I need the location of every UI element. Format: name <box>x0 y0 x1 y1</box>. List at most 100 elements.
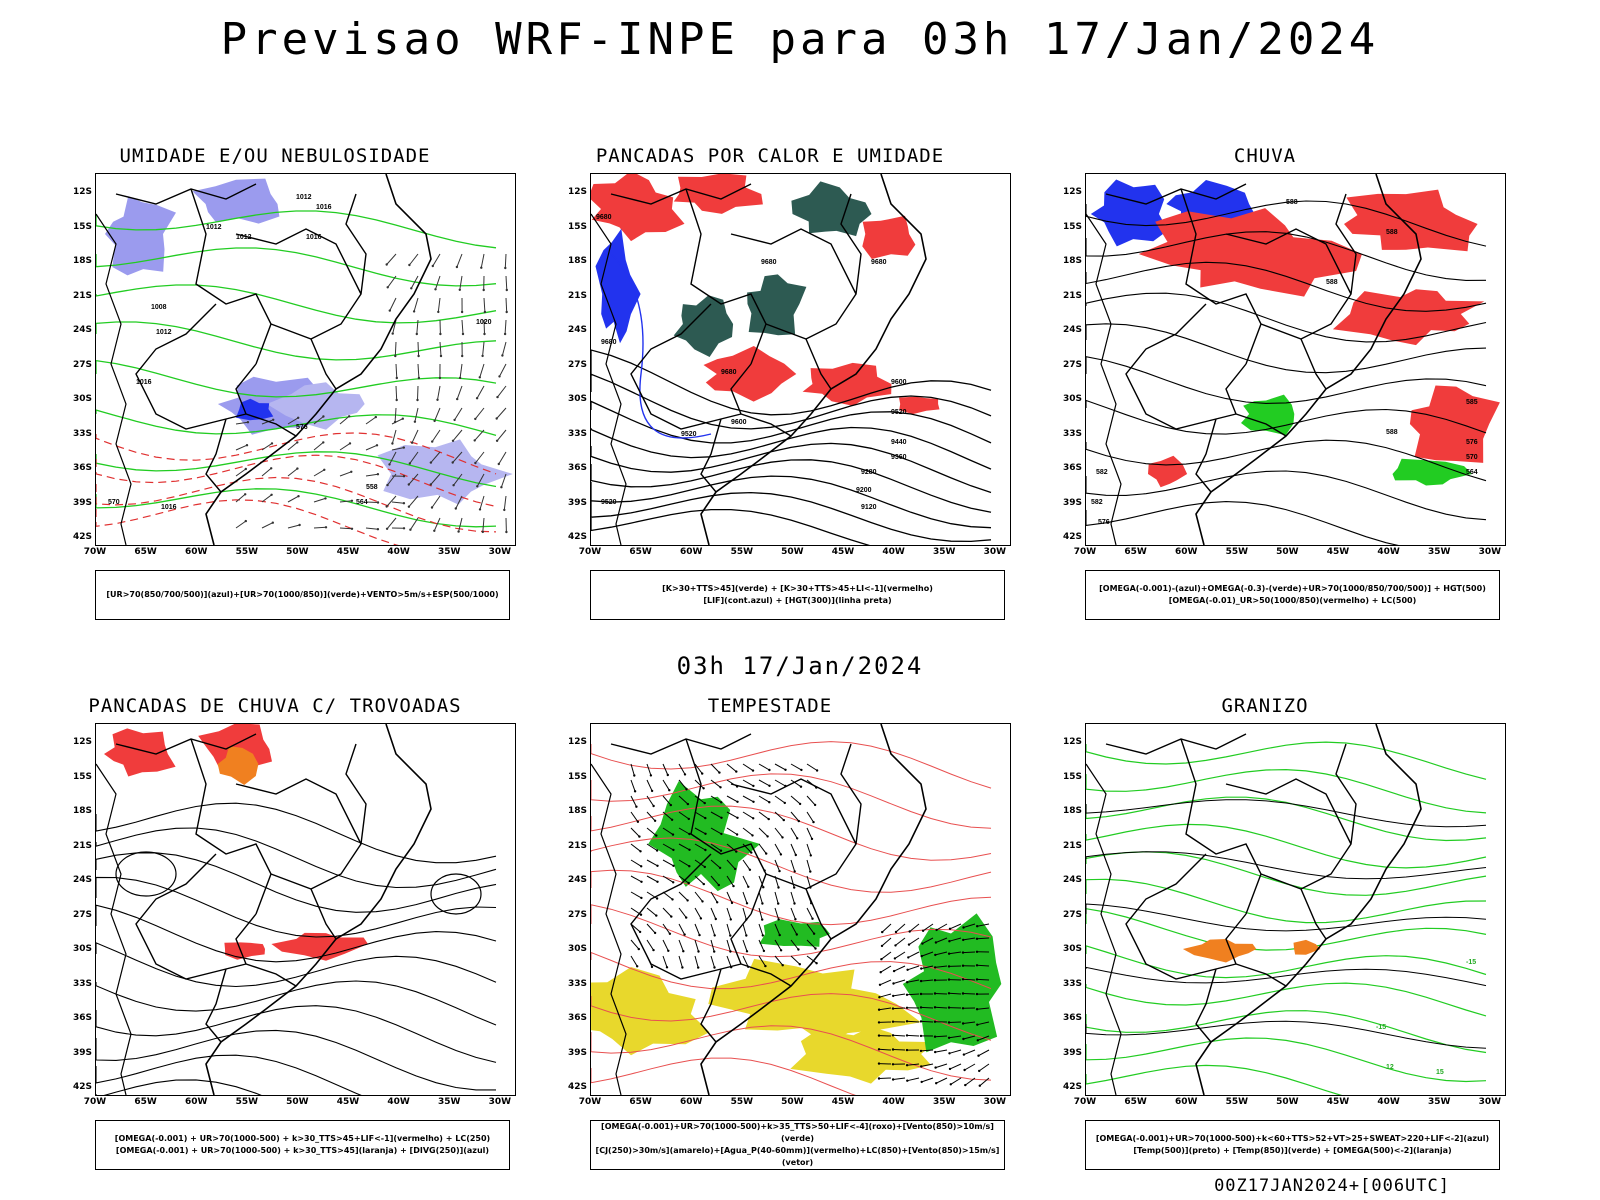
country-border <box>700 418 722 493</box>
lat-tick-label: 30S <box>567 944 587 954</box>
temp850-contour <box>1086 1010 1487 1054</box>
lon-tick-label: 50W <box>286 1097 309 1107</box>
wind-vector <box>806 939 816 949</box>
wind-vector <box>339 500 352 503</box>
wind-vector <box>694 907 702 919</box>
wind-vector <box>710 811 722 819</box>
wind-vector <box>392 319 397 334</box>
field-shade <box>266 382 365 430</box>
wind-vector-head <box>714 917 717 921</box>
wind-vector <box>893 993 906 997</box>
field-shade <box>105 196 176 276</box>
wind-vector-head <box>686 899 689 902</box>
wind-vector <box>726 939 731 952</box>
lon-tick-label: 70W <box>578 1097 602 1107</box>
wind-vector <box>439 341 442 357</box>
wind-vector-head <box>376 501 380 504</box>
wind-vector-head <box>702 882 705 886</box>
wind-vector-head <box>482 288 485 292</box>
wind-vector-head <box>729 918 732 921</box>
streamline <box>96 904 497 963</box>
wind-vector <box>287 524 300 529</box>
wind-vector-head <box>777 902 780 905</box>
wind-vector-head <box>765 852 768 855</box>
humidity-contour <box>96 409 497 437</box>
field-shade <box>1182 939 1257 963</box>
wind-vector <box>694 779 704 789</box>
wind-vector-head <box>672 848 675 852</box>
wind-vector-head <box>732 884 735 888</box>
wind-vector-head <box>719 849 723 852</box>
legend-line: [CJ(250)>30m/s](amarelo)+[Agua_P(40-60mm… <box>595 1146 1000 1167</box>
wind-vector-head <box>905 1064 909 1067</box>
contour-label: 9600 <box>891 379 907 386</box>
wind-vector <box>806 811 814 823</box>
wind-vector-head <box>933 992 937 995</box>
wind-vector-head <box>920 954 923 958</box>
wind-vector-head <box>961 1007 965 1010</box>
legend-line: [LIF](cont.azul) + [HGT(300)](linha pret… <box>703 596 892 605</box>
field-shade <box>377 439 513 505</box>
wind-vector-head <box>653 819 657 822</box>
wind-vector <box>433 517 441 532</box>
wind-vector-head <box>350 470 353 473</box>
lat-tick-label: 18S <box>72 256 92 266</box>
wind-vector <box>935 1049 948 1053</box>
wind-vector-head <box>374 415 377 419</box>
wind-vector <box>758 779 770 787</box>
wind-vector <box>758 923 764 936</box>
precipitable-water-contour <box>591 904 992 958</box>
wind-vector-head <box>394 354 397 358</box>
wind-vector-head <box>503 332 507 336</box>
wind-vector-head <box>402 527 406 530</box>
wind-vector-head <box>391 332 394 335</box>
wind-vector-head <box>793 902 796 905</box>
wind-vector <box>790 827 798 839</box>
wind-vector-head <box>934 1066 937 1069</box>
field-shade <box>790 1026 936 1084</box>
lat-tick-label: 15S <box>567 221 587 232</box>
country-border <box>310 338 337 390</box>
country-border <box>805 338 832 390</box>
height-contour <box>591 442 992 494</box>
wind-vector <box>417 385 419 401</box>
wind-vector <box>790 875 795 888</box>
country-border <box>730 228 857 295</box>
lat-tick-label: 12S <box>72 737 92 747</box>
wind-vector-head <box>713 950 716 953</box>
lon-tick-label: 45W <box>831 1097 855 1107</box>
wind-vector-head <box>976 1039 979 1042</box>
wind-vector-head <box>430 506 434 509</box>
legend-line: [UR>70(850/700/500)](azul)+[UR>70(1000/8… <box>106 590 499 599</box>
wind-vector-head <box>720 816 723 819</box>
wind-vector-head <box>947 1021 951 1024</box>
wind-vector-head <box>478 376 481 379</box>
wind-vector <box>909 923 920 932</box>
wind-vector-head <box>798 802 802 806</box>
wind-vector <box>963 1049 976 1056</box>
wind-vector-head <box>906 1079 909 1082</box>
wind-vector-head <box>892 969 896 973</box>
wind-vector-head <box>350 499 354 502</box>
wind-vector <box>678 763 686 775</box>
humidity-contour <box>96 284 497 324</box>
streamline <box>96 876 497 938</box>
wind-vector-head <box>815 962 818 965</box>
streamline <box>96 802 497 864</box>
wind-vector-head <box>652 804 655 808</box>
wind-vector-head <box>668 789 671 792</box>
wind-vector <box>235 468 247 477</box>
wind-vector <box>935 951 948 956</box>
wind-vector <box>630 875 642 883</box>
wind-vector <box>459 275 463 290</box>
wind-vector-head <box>717 883 720 887</box>
wind-vector-head <box>503 508 506 512</box>
lon-tick-label: 35W <box>437 1097 461 1107</box>
streamline <box>96 980 497 1026</box>
wind-vector-head <box>683 773 687 776</box>
wind-vector <box>505 297 508 313</box>
wind-vector <box>678 843 690 851</box>
wind-vector-head <box>921 929 925 932</box>
wind-vector <box>758 875 764 888</box>
wind-vector-head <box>410 441 414 444</box>
